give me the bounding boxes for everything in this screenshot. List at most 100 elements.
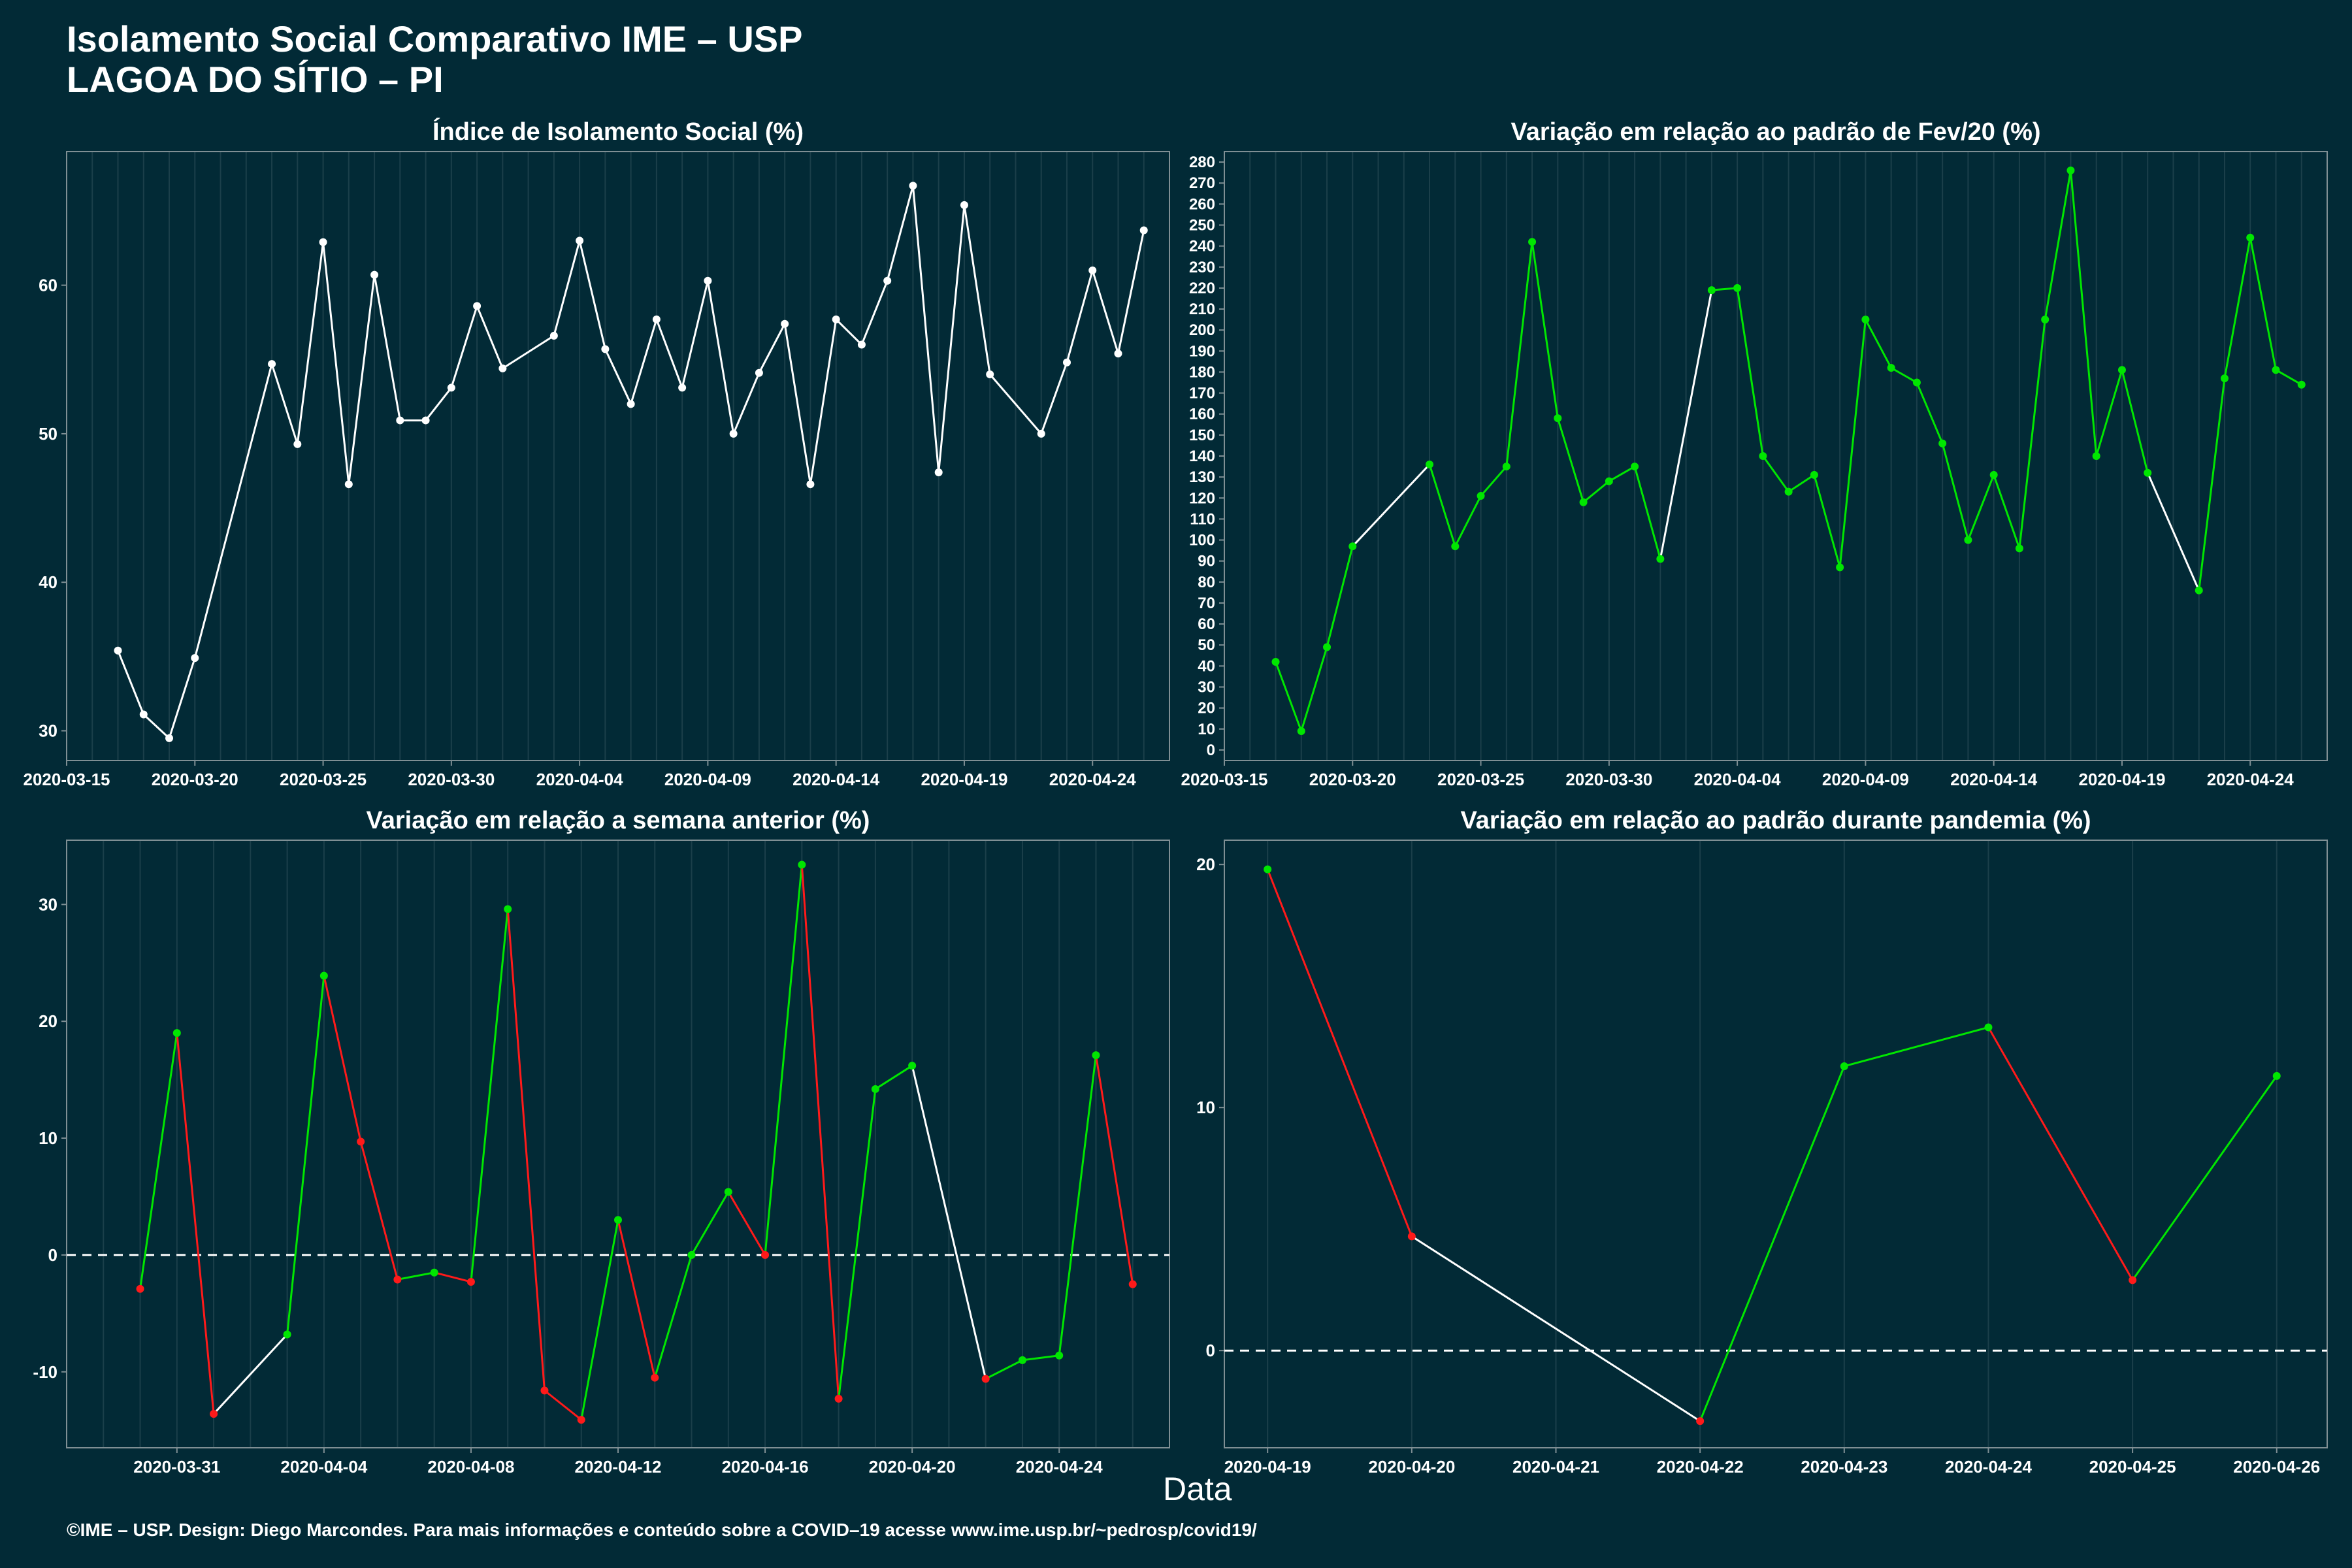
y-tick-label: 0: [48, 1245, 57, 1265]
panel-3: Variação em relação a semana anterior (%…: [33, 807, 1170, 1477]
x-tick-label: 2020-04-24: [2207, 770, 2295, 789]
data-point: [1271, 657, 1280, 666]
series-segment: [1428, 464, 1456, 547]
data-point: [761, 1250, 770, 1259]
series-segment: [691, 1191, 730, 1256]
location-title: LAGOA DO SÍTIO – PI: [67, 59, 444, 100]
y-tick-label: 260: [1189, 195, 1215, 213]
panel-frame: [66, 151, 1170, 761]
series-segment: [732, 372, 760, 434]
data-point: [1912, 378, 1921, 387]
y-tick-label: 50: [1198, 636, 1215, 654]
x-tick-label: 2020-04-04: [280, 1457, 368, 1477]
data-point: [981, 1375, 990, 1383]
data-point: [498, 364, 507, 372]
y-tick-label: 20: [1196, 855, 1215, 874]
data-point: [1579, 498, 1588, 506]
series-segment: [578, 240, 606, 350]
data-point: [960, 201, 968, 209]
y-tick-label: 250: [1189, 216, 1215, 234]
data-point: [1114, 350, 1122, 358]
series-segment: [139, 1032, 178, 1289]
x-tick-label: 2020-03-31: [133, 1457, 220, 1477]
series-segment: [653, 1254, 693, 1379]
y-tick-label: 40: [1198, 657, 1215, 675]
series-segment: [1788, 474, 1815, 493]
series-segment: [655, 319, 683, 388]
series-segment: [286, 975, 325, 1335]
series-segment: [1916, 382, 1944, 444]
series-segment: [544, 1390, 582, 1421]
data-point: [2092, 452, 2100, 460]
data-point: [136, 1284, 144, 1293]
series-segment: [758, 323, 786, 374]
data-point: [798, 860, 806, 869]
data-point: [1018, 1356, 1026, 1364]
x-tick-label: 2020-04-14: [792, 770, 880, 789]
data-point: [724, 1188, 732, 1196]
data-point: [627, 400, 635, 408]
data-point: [1297, 727, 1305, 736]
x-tick-label: 2020-03-25: [280, 770, 367, 789]
data-point: [421, 416, 430, 425]
data-point: [114, 646, 122, 655]
x-tick-label: 2020-04-14: [1950, 770, 2038, 789]
data-point: [577, 1416, 585, 1424]
y-tick-label: 30: [1198, 679, 1215, 696]
data-point: [1707, 286, 1716, 295]
series-segment: [1556, 417, 1585, 503]
data-point: [1451, 542, 1460, 551]
y-tick-label: 180: [1189, 363, 1215, 381]
data-point: [909, 182, 917, 190]
series-segment: [1659, 289, 1713, 559]
series-segment: [1993, 474, 2021, 549]
data-point: [1861, 316, 1870, 324]
data-point: [165, 734, 174, 742]
y-tick-label: 280: [1189, 154, 1215, 171]
data-point: [2066, 166, 2075, 174]
data-point: [652, 315, 661, 323]
x-tick-label: 2020-03-15: [1181, 770, 1268, 789]
y-tick-label: 10: [1196, 1098, 1215, 1117]
series-segment: [1838, 319, 1867, 568]
series-segment: [1531, 241, 1559, 419]
series-segment: [630, 319, 658, 404]
data-point: [883, 276, 892, 285]
y-tick-label: 220: [1189, 280, 1215, 297]
series-segment: [2146, 472, 2200, 591]
x-tick-label: 2020-04-20: [869, 1457, 956, 1477]
data-point: [1784, 487, 1793, 496]
data-point: [172, 1029, 181, 1037]
series-segment: [142, 713, 171, 740]
series-segment: [1117, 230, 1145, 354]
y-tick-label: 100: [1189, 532, 1215, 549]
x-tick-label: 2020-04-21: [1512, 1457, 1599, 1477]
series-segment: [1326, 546, 1354, 647]
data-point: [806, 480, 815, 489]
panel-2: Variação em relação ao padrão de Fev/20 …: [1181, 118, 2328, 789]
y-tick-label: 0: [1206, 1341, 1215, 1360]
y-tick-label: 170: [1189, 385, 1215, 402]
series-segment: [193, 363, 273, 659]
x-tick-label: 2020-04-26: [2233, 1457, 2320, 1477]
data-point: [2041, 316, 2050, 324]
panel-1: Índice de Isolamento Social (%) 2020-03-1…: [24, 117, 1170, 789]
data-point: [857, 340, 866, 349]
panel-frame: [1224, 840, 2328, 1448]
series-segment: [176, 1032, 215, 1414]
series-segment: [1736, 287, 1764, 457]
data-point: [293, 440, 302, 448]
data-point: [2129, 1276, 2137, 1284]
series-segment: [2018, 319, 2046, 549]
data-point: [2015, 544, 2023, 553]
series-segment: [2131, 1075, 2278, 1281]
y-tick-label: 270: [1189, 174, 1215, 192]
y-tick-label: 20: [39, 1011, 57, 1031]
y-tick-label: 110: [1190, 510, 1215, 528]
x-tick-label: 2020-04-04: [536, 770, 624, 789]
series-segment: [397, 1271, 434, 1281]
series-segment: [911, 186, 940, 473]
data-point: [2246, 233, 2255, 242]
series-segment: [989, 373, 1042, 434]
